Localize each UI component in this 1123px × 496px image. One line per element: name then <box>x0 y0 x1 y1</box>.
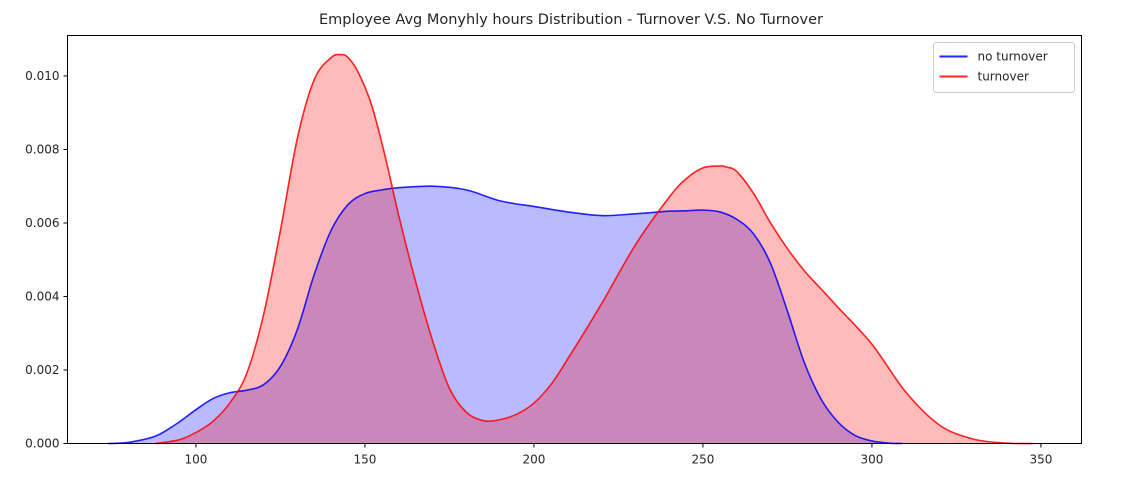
y-tick-label: 0.006 <box>25 216 59 230</box>
plot-frame <box>67 35 1082 444</box>
series-line-no-turnover <box>108 185 903 445</box>
legend-label-no-turnover: no turnover <box>978 50 1048 64</box>
x-tick-label: 300 <box>860 453 883 467</box>
x-tick-label: 350 <box>1029 453 1052 467</box>
x-tick-label: 100 <box>184 453 207 467</box>
y-tick-label: 0.000 <box>25 437 59 451</box>
y-tick-label: 0.004 <box>25 289 59 303</box>
x-axis: 100 150 200 250 300 350 <box>184 443 1052 467</box>
y-tick-label: 0.010 <box>25 69 59 83</box>
series-fill-turnover <box>155 54 1035 444</box>
x-tick-label: 200 <box>522 453 545 467</box>
series-line-turnover <box>155 53 1035 445</box>
series-lines <box>108 53 1035 445</box>
legend-label-turnover: turnover <box>978 70 1029 84</box>
y-tick-label: 0.008 <box>25 142 59 156</box>
x-tick-label: 150 <box>353 453 376 467</box>
legend: no turnover turnover <box>933 42 1075 93</box>
legend-box <box>933 42 1075 93</box>
y-axis: 0.000 0.002 0.004 0.006 0.008 0.010 <box>25 69 68 451</box>
y-tick-label: 0.002 <box>25 363 59 377</box>
chart-title: Employee Avg Monyhly hours Distribution … <box>319 12 823 28</box>
series-fills <box>108 54 1035 444</box>
x-tick-label: 250 <box>691 453 714 467</box>
series-fill-no-turnover <box>108 186 903 444</box>
